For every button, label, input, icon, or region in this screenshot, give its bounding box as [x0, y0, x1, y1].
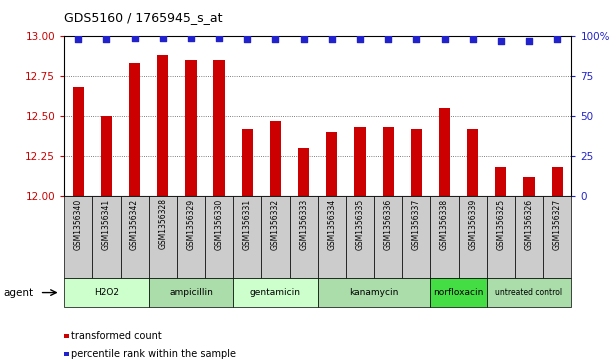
- Bar: [205, 196, 233, 278]
- Point: [496, 38, 506, 44]
- Bar: [524, 177, 535, 196]
- Bar: [270, 121, 281, 196]
- Bar: [354, 127, 365, 196]
- Bar: [467, 129, 478, 196]
- Bar: [318, 196, 346, 278]
- Text: GSM1356337: GSM1356337: [412, 199, 421, 250]
- Bar: [233, 196, 262, 278]
- Bar: [233, 278, 318, 307]
- Point: [73, 37, 83, 42]
- Bar: [402, 196, 430, 278]
- Point: [468, 37, 478, 42]
- Point: [130, 35, 139, 41]
- Bar: [318, 278, 430, 307]
- Text: GSM1356325: GSM1356325: [496, 199, 505, 250]
- Point: [271, 37, 280, 42]
- Text: norfloxacin: norfloxacin: [433, 288, 484, 297]
- Bar: [430, 196, 459, 278]
- Text: GSM1356328: GSM1356328: [158, 199, 167, 249]
- Bar: [496, 167, 507, 196]
- Text: GSM1356336: GSM1356336: [384, 199, 393, 250]
- Point: [524, 38, 534, 44]
- Text: percentile rank within the sample: percentile rank within the sample: [71, 349, 236, 359]
- Text: ampicillin: ampicillin: [169, 288, 213, 297]
- Text: kanamycin: kanamycin: [349, 288, 399, 297]
- Point: [552, 37, 562, 42]
- Bar: [213, 60, 225, 196]
- Text: agent: agent: [3, 287, 33, 298]
- Bar: [326, 132, 337, 196]
- Point: [383, 37, 393, 42]
- Bar: [515, 196, 543, 278]
- Point: [327, 37, 337, 42]
- Text: GSM1356335: GSM1356335: [356, 199, 365, 250]
- Bar: [430, 278, 487, 307]
- Point: [440, 37, 450, 42]
- Bar: [459, 196, 487, 278]
- Bar: [552, 167, 563, 196]
- Bar: [148, 196, 177, 278]
- Bar: [242, 129, 253, 196]
- Bar: [148, 278, 233, 307]
- Bar: [374, 196, 402, 278]
- Text: GSM1356340: GSM1356340: [74, 199, 82, 250]
- Bar: [120, 196, 148, 278]
- Bar: [262, 196, 290, 278]
- Bar: [64, 278, 148, 307]
- Text: GSM1356342: GSM1356342: [130, 199, 139, 250]
- Text: untreated control: untreated control: [496, 288, 563, 297]
- Bar: [185, 60, 197, 196]
- Bar: [101, 116, 112, 196]
- Point: [243, 37, 252, 42]
- Text: GSM1356329: GSM1356329: [186, 199, 196, 250]
- Text: H2O2: H2O2: [94, 288, 119, 297]
- Point: [355, 37, 365, 42]
- Bar: [487, 278, 571, 307]
- Bar: [346, 196, 374, 278]
- Bar: [177, 196, 205, 278]
- Bar: [64, 196, 92, 278]
- Bar: [129, 64, 141, 196]
- Bar: [73, 87, 84, 196]
- Text: GSM1356327: GSM1356327: [553, 199, 562, 250]
- Bar: [487, 196, 515, 278]
- Bar: [157, 56, 169, 196]
- Point: [411, 37, 421, 42]
- Point: [214, 35, 224, 41]
- Bar: [543, 196, 571, 278]
- Text: GSM1356330: GSM1356330: [214, 199, 224, 250]
- Text: GSM1356341: GSM1356341: [102, 199, 111, 250]
- Text: transformed count: transformed count: [71, 331, 161, 341]
- Text: gentamicin: gentamicin: [250, 288, 301, 297]
- Point: [158, 35, 167, 41]
- Text: GSM1356332: GSM1356332: [271, 199, 280, 250]
- Text: GSM1356334: GSM1356334: [327, 199, 336, 250]
- Bar: [298, 148, 309, 196]
- Bar: [382, 127, 394, 196]
- Text: GSM1356338: GSM1356338: [440, 199, 449, 250]
- Bar: [92, 196, 120, 278]
- Text: GSM1356333: GSM1356333: [299, 199, 308, 250]
- Text: GSM1356339: GSM1356339: [468, 199, 477, 250]
- Point: [186, 35, 196, 41]
- Text: GSM1356331: GSM1356331: [243, 199, 252, 250]
- Text: GDS5160 / 1765945_s_at: GDS5160 / 1765945_s_at: [64, 11, 222, 24]
- Bar: [290, 196, 318, 278]
- Point: [101, 37, 111, 42]
- Text: GSM1356326: GSM1356326: [524, 199, 533, 250]
- Bar: [411, 129, 422, 196]
- Bar: [439, 108, 450, 196]
- Point: [299, 37, 309, 42]
